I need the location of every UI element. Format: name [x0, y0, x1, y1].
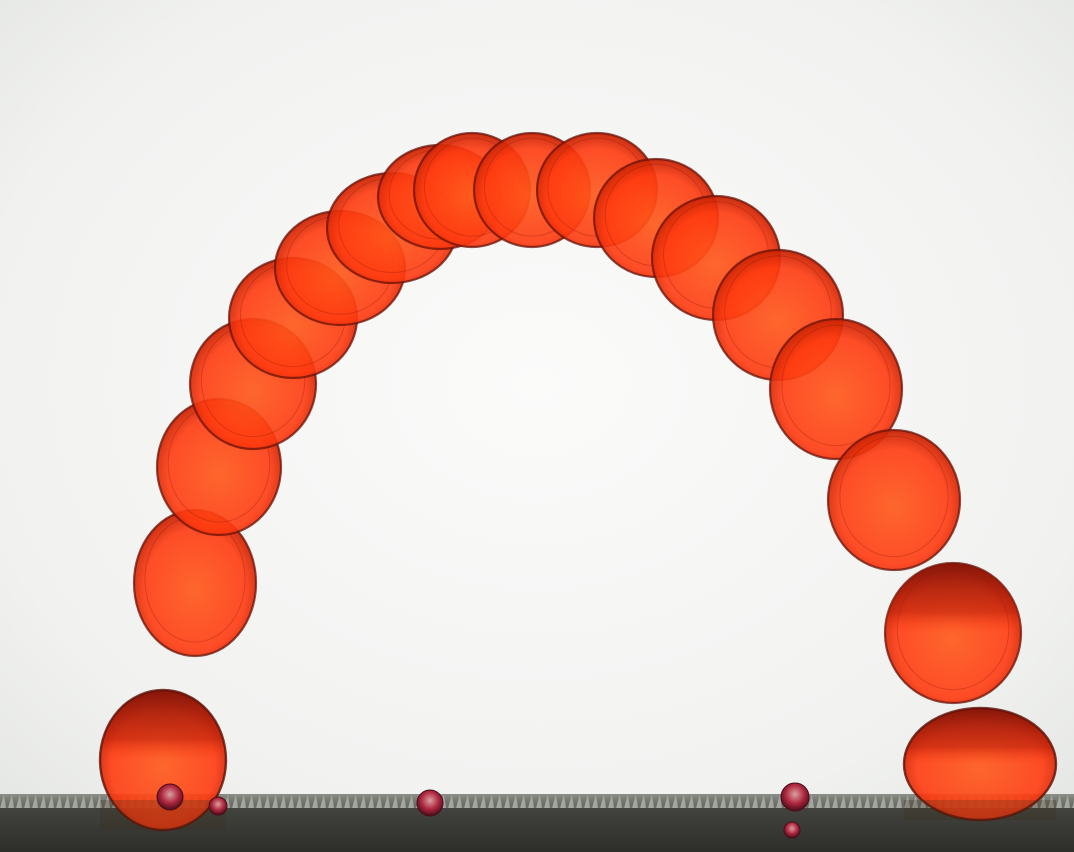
small-beads — [156, 782, 810, 839]
droplet-14 — [768, 317, 904, 461]
bead-1 — [156, 783, 184, 811]
droplet-top-shade — [885, 563, 1021, 703]
bead-5 — [783, 821, 801, 839]
landed-droplets — [98, 688, 1058, 832]
bead-4 — [780, 782, 810, 812]
bead-2 — [208, 796, 228, 816]
landed-droplet-right — [902, 706, 1058, 822]
landed-droplet-left — [98, 688, 228, 832]
droplet-arc — [132, 131, 1023, 705]
droplet-15 — [826, 428, 962, 572]
bead-3 — [416, 789, 444, 817]
